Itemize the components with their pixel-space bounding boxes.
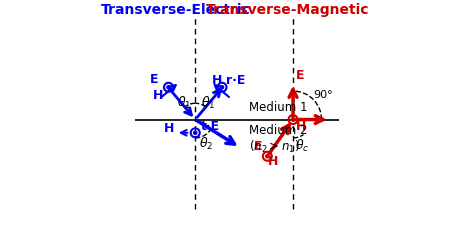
Text: r·E: r·E [226,74,245,87]
Text: Transverse-Electric: Transverse-Electric [101,3,251,17]
Text: H: H [268,155,279,168]
Text: Transverse-Magnetic: Transverse-Magnetic [206,3,370,17]
Text: H: H [164,122,174,135]
Circle shape [220,86,224,89]
Text: E: E [254,140,262,153]
Text: H: H [153,89,164,102]
Text: $\theta_c$: $\theta_c$ [295,138,309,154]
Text: 90°: 90° [313,90,333,100]
Text: $(n_2 > n_1)$: $(n_2 > n_1)$ [249,139,300,155]
Text: $\theta_2$: $\theta_2$ [199,136,214,152]
Text: Medium 2: Medium 2 [249,124,308,137]
Text: H: H [295,120,306,133]
Circle shape [194,131,197,134]
Text: H: H [212,74,222,87]
Text: E: E [150,73,158,86]
Text: $\theta_1$: $\theta_1$ [177,95,191,111]
Text: $\theta_1$: $\theta_1$ [201,95,215,111]
Text: t·E: t·E [201,120,220,133]
Circle shape [292,118,295,121]
Text: Medium 1: Medium 1 [249,101,308,114]
Text: E: E [295,69,304,82]
Circle shape [167,86,170,89]
Circle shape [266,155,269,158]
